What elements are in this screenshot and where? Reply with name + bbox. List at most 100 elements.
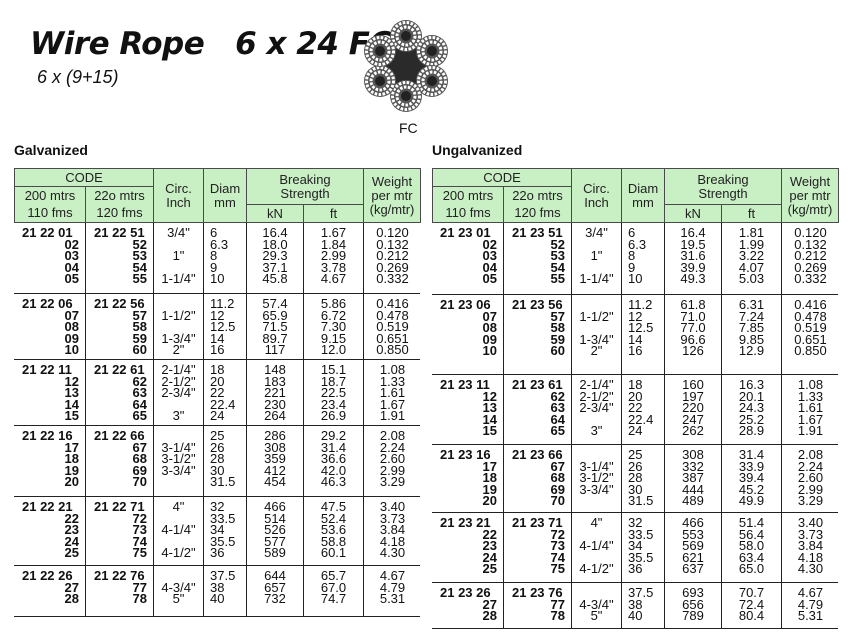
code-200m-cell: 27	[482, 596, 497, 612]
code-220m-cell: 54	[550, 259, 565, 275]
code-200m-cell: 21 23 21	[440, 515, 491, 530]
breaking-ft-cell: 3.22	[738, 248, 765, 264]
code-200m-column: 21 22 21 22 23 24 25	[14, 497, 85, 565]
circ-inch-column: 4-3/4" 5"	[571, 583, 621, 628]
breaking-strength-header: Breaking Strength	[246, 168, 364, 205]
diam-mm-cell: 33.5	[210, 510, 236, 526]
weight-per-mtr-cell: 0.120	[794, 225, 827, 240]
rope-strand	[426, 76, 437, 86]
breaking-ft-cell: 5.86	[320, 296, 347, 311]
circ-inch-column: 3-1/4" 3-1/2" 3-3/4"	[571, 445, 621, 512]
diam-header: Diam mm	[203, 168, 247, 223]
code-200m-column: 21 23 01 02 03 04 05	[432, 223, 503, 294]
code-200m-cell: 21 22 11	[22, 362, 72, 377]
weight-per-mtr-cell: 0.478	[794, 308, 827, 324]
weight-per-mtr-cell: 4.18	[797, 549, 824, 565]
circ-inch-cell: 4-3/4"	[161, 579, 196, 595]
breaking-ft-cell: 53.6	[320, 522, 347, 538]
weight-per-mtr-cell: 1.61	[379, 385, 406, 401]
weight-per-mtr-cell: 1.91	[379, 408, 406, 424]
breaking-ft-column: 47.5 52.4 53.6 58.8 60.1	[303, 497, 363, 565]
code-220m-cell: 21 22 76	[94, 568, 145, 583]
breaking-kn-cell: 148	[264, 362, 286, 377]
breaking-ft-cell: 4.67	[320, 271, 347, 287]
diam-header: Diam mm	[621, 168, 665, 223]
weight-per-mtr-column: 4.67 4.79 5.31	[781, 583, 839, 628]
breaking-ft-cell: 58.0	[738, 538, 765, 554]
breaking-ft-cell: 2.99	[320, 248, 347, 264]
weight-per-mtr-cell: 0.850	[376, 342, 409, 358]
breaking-ft-cell: 18.7	[320, 373, 347, 389]
circ-inch-cell: 2"	[590, 343, 603, 359]
breaking-kn-cell: 262	[682, 423, 704, 439]
code-200m-cell: 21 23 01	[440, 225, 491, 240]
breaking-kn-column: 148 183 221 230 264	[246, 360, 303, 425]
breaking-kn-cell: 308	[682, 447, 704, 462]
weight-per-mtr-cell: 0.651	[376, 330, 409, 346]
breaking-ft-cell: 42.0	[320, 462, 347, 478]
code-220m-cell: 74	[550, 549, 565, 565]
breaking-ft-cell: 4.07	[738, 259, 765, 275]
rope-strand	[395, 25, 417, 47]
weight-header: Weight per mtr (kg/mtr)	[363, 168, 421, 223]
row-group: 21 23 26 27 28 21 23 76 77 78 4-3/4" 5" 37.5 38 40…	[432, 583, 838, 629]
breaking-kn-cell: 89.7	[262, 330, 288, 346]
circ-inch-cell: 1-3/4"	[161, 330, 196, 346]
circ-inch-cell: 3/4"	[585, 225, 608, 240]
row-group: 21 23 06 07 08 09 10 21 23 56 57 58 59 60 1-1/2" 1-…	[432, 295, 838, 375]
breaking-kn-cell: 96.6	[680, 331, 706, 347]
weight-per-mtr-cell: 3.73	[379, 510, 406, 526]
circ-inch-column: 2-1/4" 2-1/2" 2-3/4" 3"	[153, 360, 203, 425]
code-220m-cell: 58	[132, 319, 147, 335]
code-220m-cell: 52	[132, 236, 147, 252]
weight-per-mtr-cell: 0.850	[794, 343, 827, 359]
breaking-ft-column: 70.7 72.4 80.4	[721, 583, 781, 628]
circ-inch-cell: 3/4"	[167, 225, 190, 240]
code-220m-cell: 53	[132, 248, 147, 264]
diam-mm-cell: 14	[628, 331, 643, 347]
breaking-kn-cell: 332	[682, 458, 704, 474]
ft-header: ft	[721, 204, 782, 223]
diam-mm-cell: 22.4	[628, 411, 654, 427]
circ-inch-cell: 2-1/4"	[161, 362, 196, 377]
circ-inch-cell: 1-1/2"	[579, 308, 614, 324]
code-220m-cell: 63	[550, 400, 565, 416]
diam-mm-cell: 24	[628, 423, 643, 439]
breaking-ft-cell: 72.4	[738, 596, 765, 612]
breaking-ft-cell: 1.84	[320, 236, 347, 252]
breaking-strength-header: Breaking Strength	[664, 168, 782, 205]
rope-strand	[369, 40, 391, 62]
kn-header: kN	[246, 204, 304, 223]
circ-inch-cell: 2-1/2"	[161, 373, 196, 389]
weight-per-mtr-cell: 5.31	[797, 608, 824, 624]
code-200m-cell: 27	[64, 579, 79, 595]
diam-mm-column: 11.2 12 12.5 14 16	[203, 294, 246, 359]
breaking-ft-cell: 1.81	[738, 225, 765, 240]
circ-inch-cell: 3-1/4"	[161, 439, 196, 455]
row-group: 21 22 21 22 23 24 25 21 22 71 72 73 74 75 4" 4-1/4"…	[14, 497, 420, 566]
breaking-kn-cell: 197	[682, 388, 704, 404]
weight-per-mtr-cell: 0.132	[794, 236, 827, 252]
breaking-ft-cell: 46.3	[320, 474, 347, 490]
breaking-kn-cell: 657	[264, 579, 286, 595]
code-200m-cell: 10	[64, 342, 79, 358]
diam-mm-cell: 30	[628, 481, 643, 497]
breaking-ft-column: 5.86 6.72 7.30 9.15 12.0	[303, 294, 363, 359]
code-220m-cell: 57	[132, 307, 147, 323]
diam-mm-cell: 34	[628, 538, 643, 554]
breaking-ft-cell: 12.0	[320, 342, 347, 358]
circ-inch-cell: 5"	[172, 591, 185, 607]
weight-per-mtr-cell: 4.30	[379, 545, 406, 561]
code-220m-cell: 58	[550, 320, 565, 336]
weight-per-mtr-cell: 4.67	[797, 585, 824, 600]
breaking-ft-cell: 26.9	[320, 408, 347, 424]
rope-strand	[391, 21, 421, 51]
breaking-kn-column: 466 553 569 621 637	[664, 513, 721, 582]
code-200m-cell: 08	[482, 320, 497, 336]
weight-per-mtr-column: 3.40 3.73 3.84 4.18 4.30	[363, 497, 421, 565]
circ-inch-cell	[154, 476, 203, 488]
weight-per-mtr-column: 0.416 0.478 0.519 0.651 0.850	[363, 294, 421, 359]
diam-mm-cell: 8	[210, 248, 218, 264]
breaking-ft-column: 31.4 33.9 39.4 45.2 49.9	[721, 445, 781, 512]
weight-per-mtr-column: 1.08 1.33 1.61 1.67 1.91	[363, 360, 421, 425]
